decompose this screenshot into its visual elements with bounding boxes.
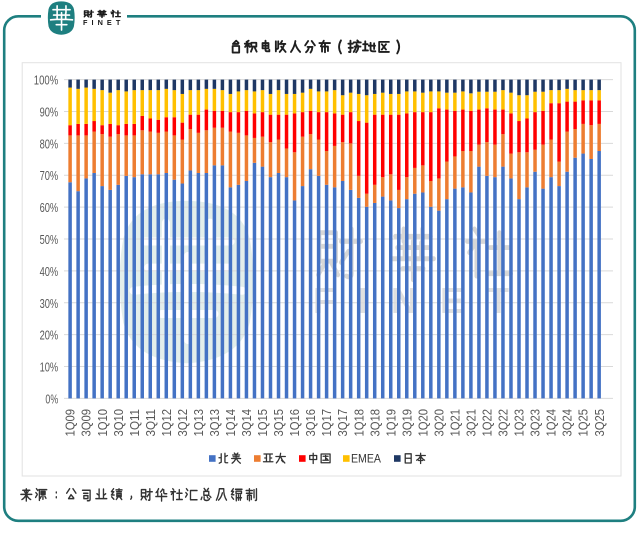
svg-text:1Q09: 1Q09: [63, 409, 78, 437]
svg-text:0%: 0%: [45, 391, 58, 406]
svg-text:3Q09: 3Q09: [79, 409, 94, 437]
svg-text:1Q17: 1Q17: [319, 409, 334, 437]
svg-text:3Q18: 3Q18: [367, 409, 382, 437]
svg-text:3Q12: 3Q12: [175, 409, 190, 437]
svg-text:1Q19: 1Q19: [383, 409, 398, 437]
svg-text:90%: 90%: [40, 105, 59, 120]
svg-text:30%: 30%: [40, 296, 59, 311]
svg-text:3Q10: 3Q10: [111, 409, 126, 437]
svg-text:3Q11: 3Q11: [143, 409, 158, 437]
svg-text:1Q24: 1Q24: [544, 409, 559, 437]
svg-text:3Q24: 3Q24: [560, 409, 575, 437]
svg-text:3Q21: 3Q21: [464, 409, 479, 437]
svg-text:70%: 70%: [40, 168, 59, 183]
svg-text:3Q14: 3Q14: [239, 409, 254, 437]
svg-text:3Q15: 3Q15: [271, 409, 286, 437]
svg-text:1Q11: 1Q11: [127, 409, 142, 437]
svg-text:1Q10: 1Q10: [95, 409, 110, 437]
svg-text:1Q22: 1Q22: [480, 409, 495, 437]
svg-text:1Q21: 1Q21: [448, 409, 463, 437]
svg-text:FINET: FINET: [83, 18, 124, 27]
svg-text:40%: 40%: [40, 264, 59, 279]
svg-text:100%: 100%: [34, 73, 59, 88]
svg-text:3Q23: 3Q23: [528, 409, 543, 437]
svg-text:FINET: FINET: [313, 280, 532, 321]
svg-text:1Q23: 1Q23: [512, 409, 527, 437]
svg-text:80%: 80%: [40, 136, 59, 151]
svg-text:1Q12: 1Q12: [159, 409, 174, 437]
svg-text:3Q17: 3Q17: [335, 409, 350, 437]
svg-text:1Q25: 1Q25: [576, 409, 591, 437]
svg-text:60%: 60%: [40, 200, 59, 215]
svg-text:1Q13: 1Q13: [191, 409, 206, 437]
svg-text:1Q14: 1Q14: [223, 409, 238, 437]
svg-text:20%: 20%: [40, 328, 59, 343]
svg-text:50%: 50%: [40, 232, 59, 247]
svg-text:10%: 10%: [40, 360, 59, 375]
svg-text:3Q16: 3Q16: [303, 409, 318, 437]
svg-text:1Q18: 1Q18: [351, 409, 366, 437]
svg-text:1Q16: 1Q16: [287, 409, 302, 437]
svg-text:1Q20: 1Q20: [415, 409, 430, 437]
svg-text:3Q19: 3Q19: [399, 409, 414, 437]
svg-text:1Q15: 1Q15: [255, 409, 270, 437]
svg-text:3Q20: 3Q20: [431, 409, 446, 437]
svg-text:3Q13: 3Q13: [207, 409, 222, 437]
svg-text:3Q22: 3Q22: [496, 409, 511, 437]
svg-text:EMEA: EMEA: [351, 451, 381, 465]
svg-text:3Q25: 3Q25: [592, 409, 607, 437]
